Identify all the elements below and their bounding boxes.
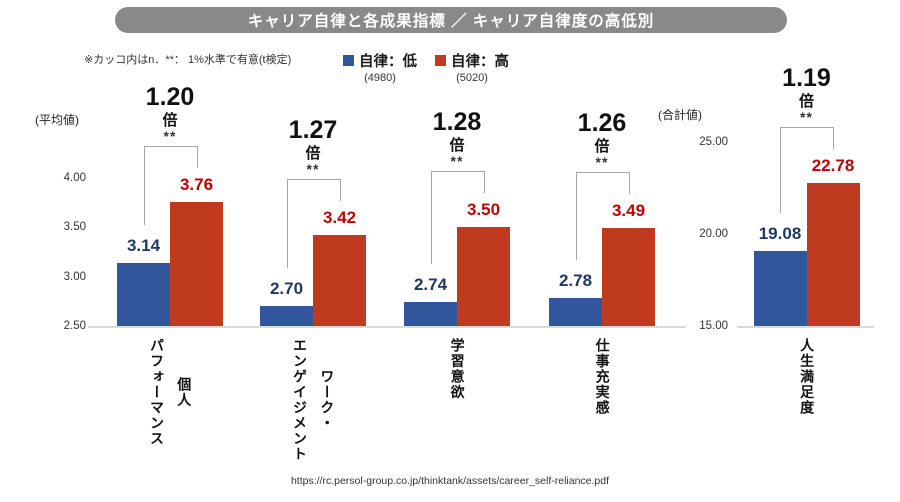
ratio-unit-label: 倍 (162, 111, 178, 129)
y-axis-tick-left: 3.50 (63, 221, 86, 234)
legend: 自律：低 (4980) 自律：高 (5020) (343, 50, 509, 84)
ratio-value-label: 1.28 (432, 108, 482, 137)
ratio-unit-label: 倍 (594, 138, 610, 156)
ratio-unit-label: 倍 (449, 137, 465, 155)
bracket-left-line (286, 179, 288, 269)
bar-value-label-low: 19.08 (758, 223, 802, 243)
bar-autonomy-high (313, 235, 366, 326)
page-title: キャリア自律と各成果指標 ／ キャリア自律度の高低別 (247, 13, 655, 30)
category-label: 人生満足度 (799, 338, 816, 416)
y-axis-tick-right: 25.00 (699, 136, 728, 148)
bar-autonomy-high (457, 227, 510, 326)
y-axis-tick-left: 4.00 (63, 171, 86, 184)
bar-autonomy-low (260, 306, 313, 326)
significance-mark: ** (450, 153, 464, 170)
significance-mark: ** (306, 161, 320, 178)
bracket-right-line (339, 179, 341, 202)
bar-autonomy-high (170, 201, 223, 326)
bar-value-label-high: 3.50 (466, 200, 501, 220)
title-bar: キャリア自律と各成果指標 ／ キャリア自律度の高低別 (115, 7, 787, 33)
category-label: 個人 パフォーマンス (149, 338, 193, 447)
left-axis-unit: (平均値) (35, 113, 79, 127)
bar-autonomy-low (404, 302, 457, 326)
legend-label-high: 自律：高 (451, 54, 509, 70)
bracket-top-line (575, 172, 629, 174)
bar-value-label-low: 2.70 (269, 279, 304, 299)
category-label: 学習意欲 (449, 338, 466, 400)
y-axis-tick-left: 2.50 (63, 320, 86, 332)
bracket-top-line (143, 145, 197, 147)
bracket-right-line (628, 172, 630, 195)
ratio-unit-label: 倍 (798, 92, 815, 110)
category-label: 仕事充実感 (594, 338, 611, 416)
bar-value-label-low: 3.14 (126, 235, 161, 255)
bracket-left-line (430, 171, 432, 265)
bar-autonomy-high (806, 182, 860, 326)
y-axis-tick-right: 15.00 (699, 320, 728, 332)
ratio-unit-label: 倍 (305, 145, 321, 163)
legend-label-low: 自律：低 (359, 54, 417, 70)
y-axis-tick-left: 3.00 (63, 270, 86, 283)
significance-mark: ** (595, 154, 609, 171)
legend-n-low: (4980) (364, 72, 396, 84)
legend-swatch-high-icon (435, 55, 446, 66)
bar-autonomy-low (117, 262, 170, 326)
bracket-left-line (780, 126, 781, 213)
source-url: https://rc.persol-group.co.jp/thinktank/… (290, 475, 610, 487)
legend-item-high: 自律：高 (5020) (435, 50, 509, 84)
ratio-value-label: 1.26 (577, 109, 627, 138)
bracket-right-line (196, 145, 198, 168)
y-axis-tick-right: 20.00 (699, 228, 728, 240)
bar-value-label-low: 2.74 (413, 275, 448, 295)
ratio-value-label: 1.27 (288, 116, 338, 145)
significance-mark: ** (800, 108, 813, 125)
footnote: ※カッコ内はn．**： 1%水準で有意(t検定) (84, 54, 292, 66)
legend-swatch-low-icon (343, 55, 354, 66)
ratio-value-label: 1.19 (782, 63, 831, 92)
bracket-left-line (575, 172, 577, 261)
bracket-top-line (430, 171, 484, 173)
bar-value-label-low: 2.78 (558, 271, 593, 291)
category-label: ワーク・ エンゲイジメント (292, 338, 336, 462)
right-axis-unit: (合計値) (658, 108, 702, 122)
legend-n-high: (5020) (456, 72, 488, 84)
legend-item-low: 自律：低 (4980) (343, 50, 417, 84)
bar-value-label-high: 3.49 (611, 201, 646, 221)
significance-mark: ** (163, 127, 177, 144)
x-axis-line-right (737, 326, 874, 328)
bar-value-label-high: 22.78 (811, 155, 855, 175)
bracket-right-line (483, 171, 485, 194)
bracket-right-line (833, 126, 834, 149)
ratio-value-label: 1.20 (145, 82, 195, 111)
x-axis-line-left (88, 326, 686, 328)
bar-autonomy-high (602, 228, 655, 326)
bar-autonomy-low (549, 298, 602, 326)
bar-autonomy-low (753, 250, 807, 326)
bracket-top-line (286, 179, 340, 181)
bar-value-label-high: 3.76 (179, 174, 214, 194)
bar-value-label-high: 3.42 (322, 208, 357, 228)
bracket-left-line (143, 145, 145, 225)
bracket-top-line (780, 126, 833, 128)
